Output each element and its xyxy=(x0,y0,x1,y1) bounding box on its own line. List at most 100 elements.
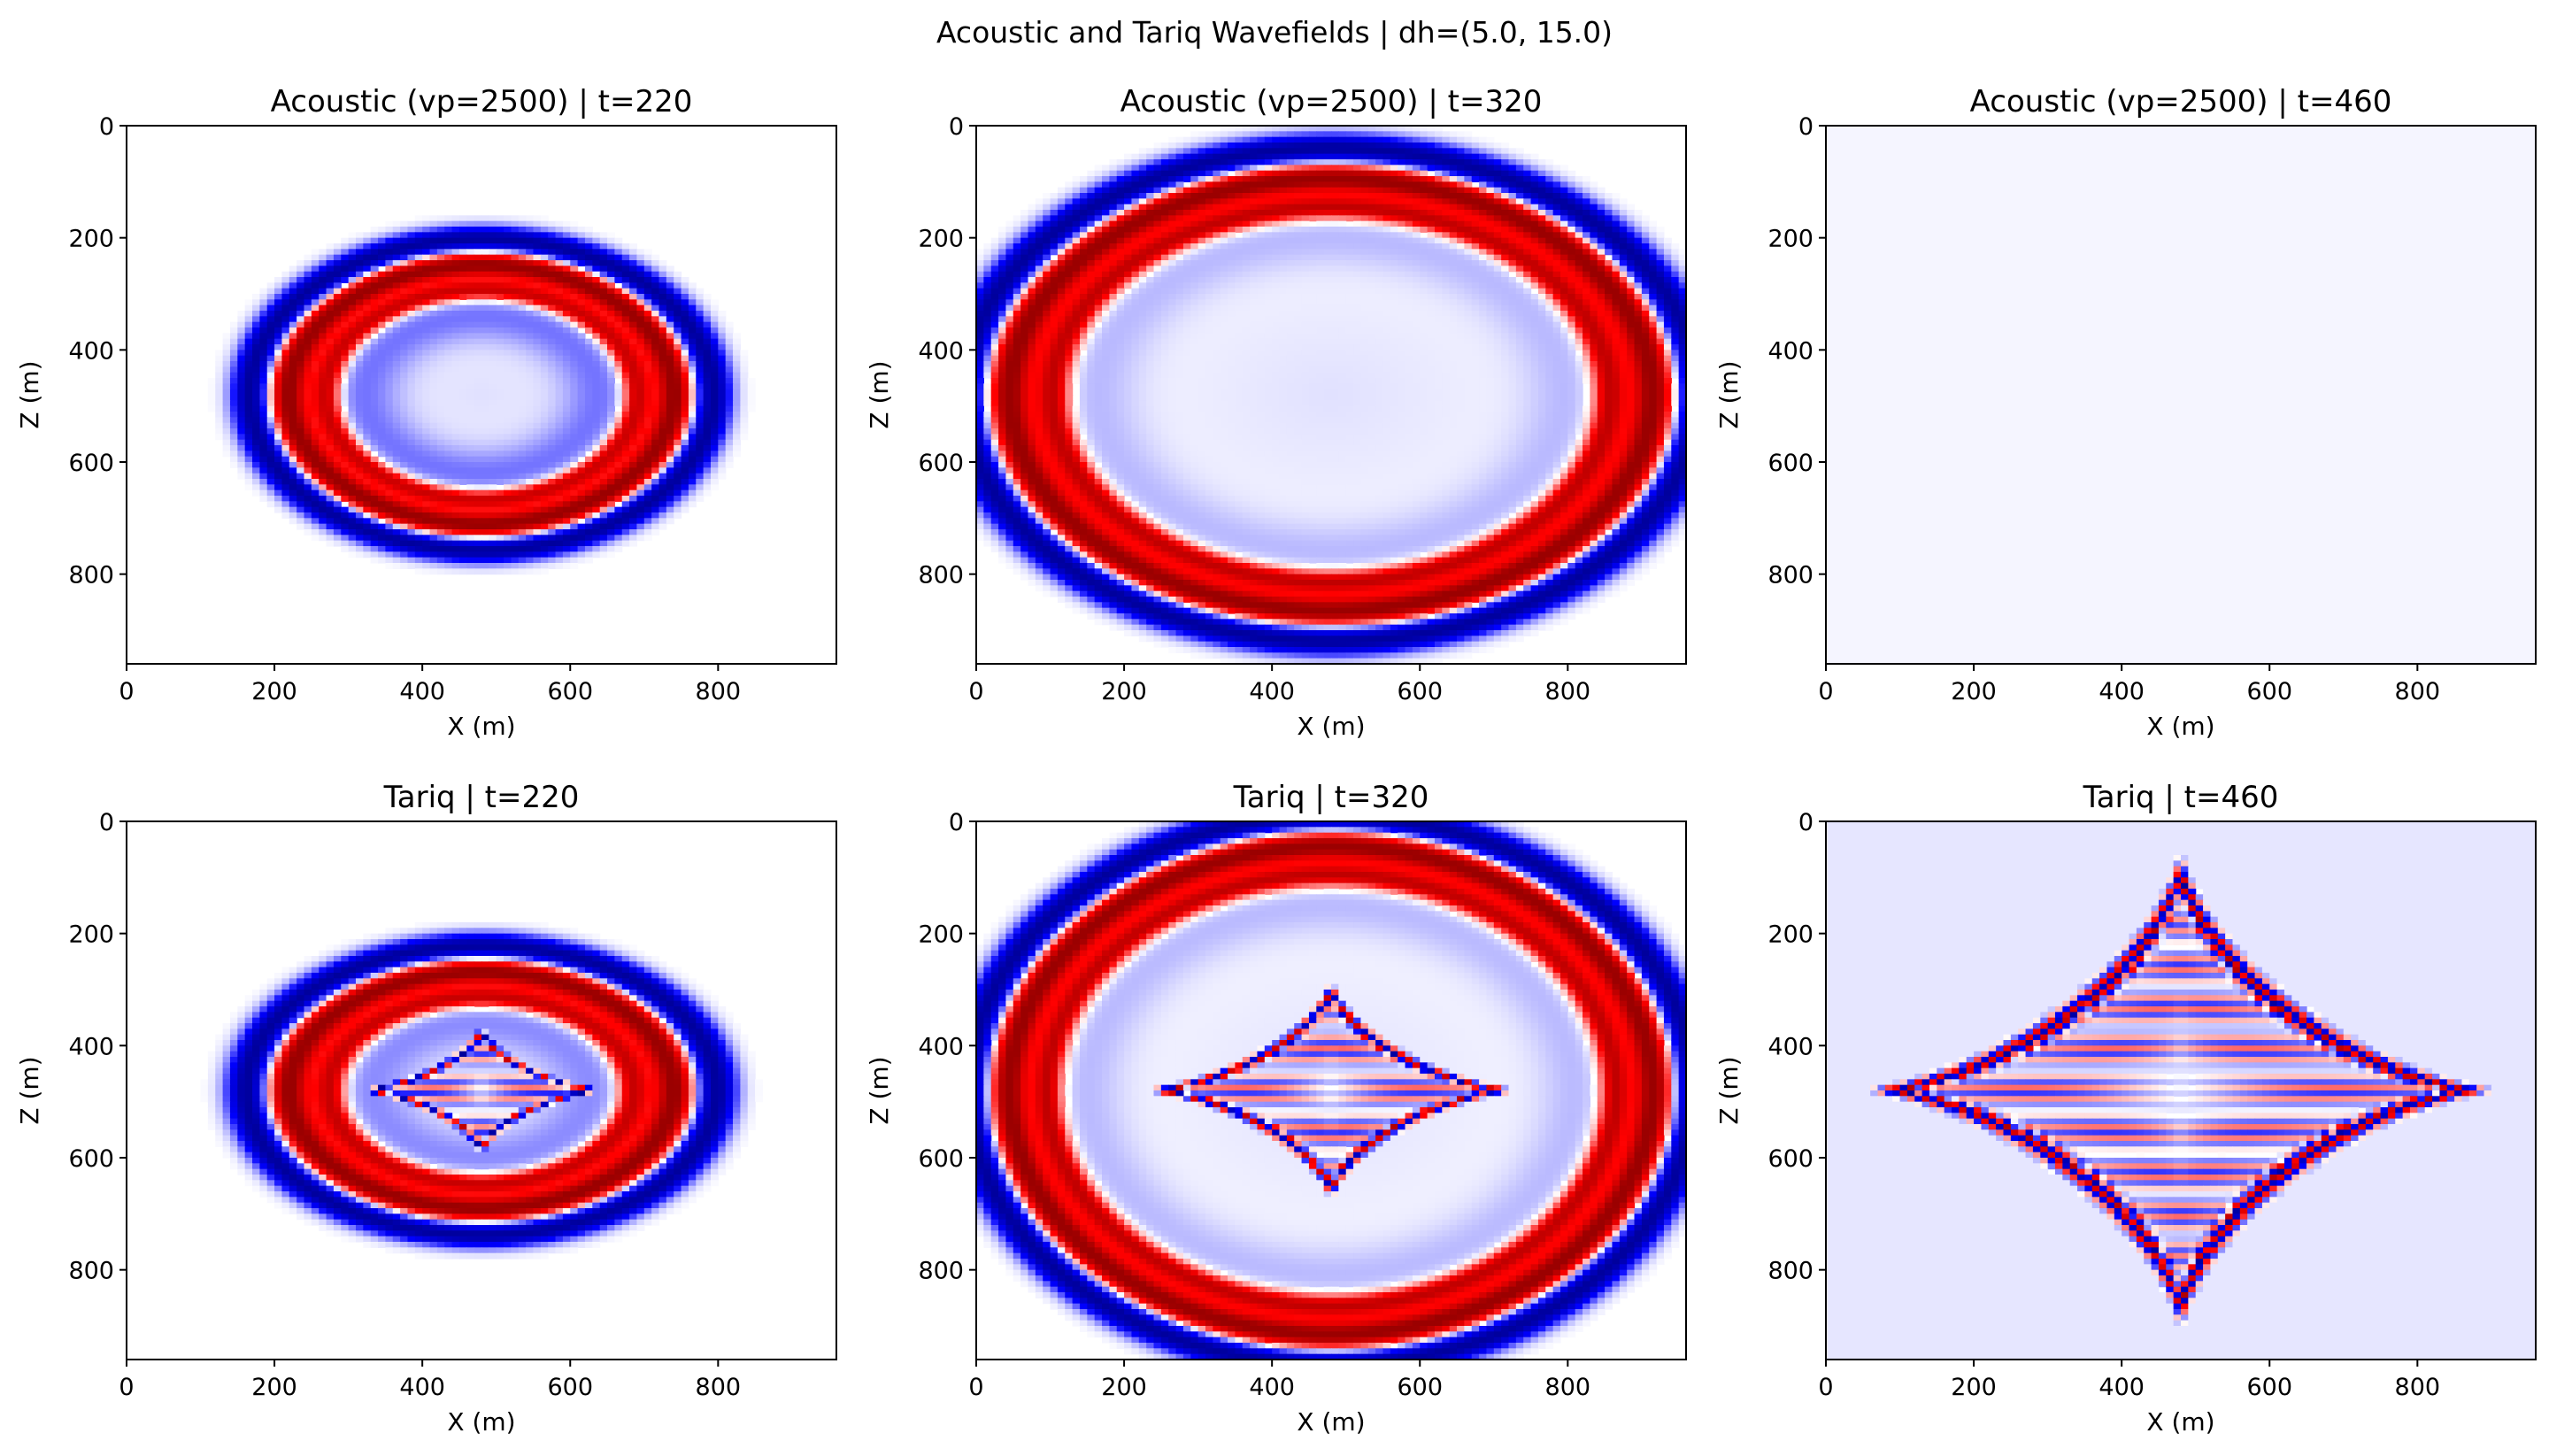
heatmap-cell xyxy=(1420,187,1429,194)
heatmap-cell xyxy=(348,232,357,239)
heatmap-cell xyxy=(378,395,386,401)
heatmap-cell xyxy=(584,496,593,502)
heatmap-cell xyxy=(496,467,504,474)
heatmap-cell xyxy=(540,288,549,295)
heatmap-cell xyxy=(319,501,327,508)
heatmap-cell xyxy=(562,355,571,362)
heatmap-cell xyxy=(348,395,357,401)
heatmap-cell xyxy=(304,321,312,328)
heatmap-cell xyxy=(548,428,557,435)
heatmap-cell xyxy=(540,338,549,345)
heatmap-cell xyxy=(363,383,372,390)
heatmap-cell xyxy=(666,479,674,485)
heatmap-cell xyxy=(392,501,401,508)
heatmap-cell xyxy=(281,271,290,278)
heatmap-cell xyxy=(1257,215,1266,222)
heatmap-cell xyxy=(1353,204,1362,211)
heatmap-cell xyxy=(333,405,342,412)
heatmap-cell xyxy=(1493,181,1502,189)
heatmap-cell xyxy=(674,428,682,435)
heatmap-cell xyxy=(458,479,467,485)
heatmap-cell xyxy=(1205,176,1213,182)
heatmap-cell xyxy=(436,439,445,446)
heatmap-cell xyxy=(1205,131,1213,138)
heatmap-cell xyxy=(1523,176,1532,182)
heatmap-cell xyxy=(304,518,312,525)
heatmap-cell xyxy=(1457,198,1465,205)
heatmap-cell xyxy=(1131,165,1140,172)
heatmap-cell xyxy=(1464,193,1473,199)
heatmap-cell xyxy=(474,484,482,491)
heatmap-cell xyxy=(1205,227,1213,233)
heatmap-cell xyxy=(274,294,283,300)
heatmap-cell xyxy=(1442,131,1451,138)
heatmap-cell xyxy=(370,422,379,429)
heatmap-cell xyxy=(451,557,460,564)
heatmap-cell xyxy=(740,366,749,374)
heatmap-cell xyxy=(1523,215,1532,222)
heatmap-cell xyxy=(489,496,497,502)
heatmap-cell xyxy=(1242,126,1251,132)
x-tick-label: 600 xyxy=(547,678,593,705)
heatmap-cell xyxy=(341,249,350,256)
heatmap-cell xyxy=(1486,153,1495,160)
heatmap-cell xyxy=(1583,204,1590,211)
heatmap-cell xyxy=(296,489,305,497)
heatmap-cell xyxy=(518,473,527,480)
heatmap-cell xyxy=(548,445,557,451)
heatmap-cell xyxy=(407,338,416,345)
heatmap-cell xyxy=(229,338,238,345)
heatmap-cell xyxy=(392,327,401,334)
heatmap-cell xyxy=(1575,227,1583,233)
heatmap-cell xyxy=(274,434,283,441)
heatmap-cell xyxy=(674,277,682,283)
heatmap-cell xyxy=(1449,227,1458,233)
heatmap-cell xyxy=(1250,176,1259,182)
heatmap-cell xyxy=(562,220,571,227)
heatmap-cell xyxy=(1205,170,1213,177)
heatmap-cell xyxy=(304,366,312,374)
heatmap-cell xyxy=(244,439,253,446)
heatmap-cell xyxy=(666,304,674,312)
heatmap-cell xyxy=(577,496,586,502)
heatmap-cell xyxy=(504,395,512,401)
heatmap-cell xyxy=(304,344,312,351)
heatmap-cell xyxy=(1382,187,1391,194)
heatmap-cell xyxy=(1405,143,1413,149)
heatmap-cell xyxy=(1250,143,1259,149)
heatmap-cell xyxy=(311,249,320,256)
heatmap-cell xyxy=(311,260,320,266)
heatmap-cell xyxy=(244,417,253,424)
heatmap-cell xyxy=(562,304,571,312)
heatmap-cell xyxy=(436,412,445,418)
heatmap-cell xyxy=(1272,165,1281,172)
heatmap-cell xyxy=(518,378,527,384)
heatmap-cell xyxy=(489,254,497,261)
heatmap-cell xyxy=(407,327,416,334)
heatmap-cell xyxy=(1552,176,1561,182)
heatmap-cell xyxy=(1235,227,1244,233)
heatmap-cell xyxy=(710,311,719,317)
heatmap-cell xyxy=(422,451,431,458)
heatmap-cell xyxy=(348,304,357,312)
heatmap-cell xyxy=(703,479,712,485)
heatmap-cell xyxy=(458,254,467,261)
heatmap-cell xyxy=(621,400,630,407)
heatmap-cell xyxy=(496,271,504,278)
heatmap-cell xyxy=(1197,153,1206,160)
heatmap-cell xyxy=(584,321,593,328)
heatmap-cell xyxy=(1182,136,1191,143)
heatmap-cell xyxy=(643,512,652,519)
heatmap-cell xyxy=(355,282,364,289)
heatmap-cell xyxy=(592,372,601,379)
heatmap-cell xyxy=(1279,143,1288,149)
heatmap-cell xyxy=(1175,215,1184,222)
heatmap-cell xyxy=(688,321,697,328)
heatmap-cell xyxy=(414,227,423,233)
heatmap-cell xyxy=(429,288,438,295)
heatmap-cell xyxy=(466,232,475,239)
heatmap-cell xyxy=(289,316,297,323)
heatmap-cell xyxy=(504,540,512,547)
heatmap-cell xyxy=(1146,187,1155,194)
heatmap-cell xyxy=(504,501,512,508)
